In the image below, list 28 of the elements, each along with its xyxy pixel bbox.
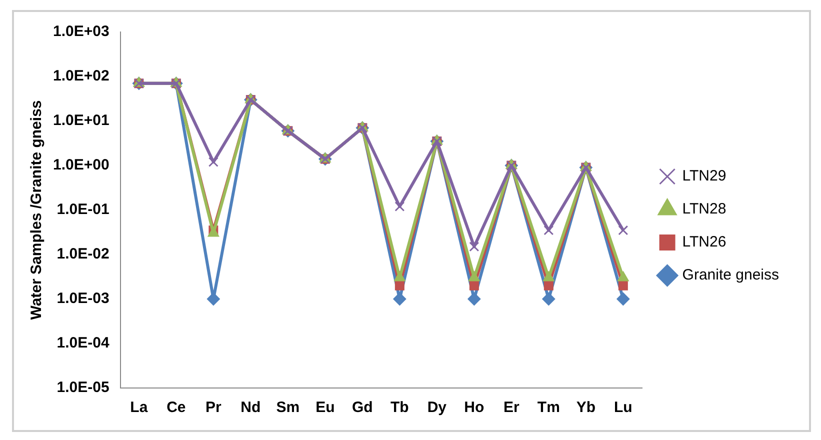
x-tick-label: Sm [276, 399, 300, 416]
x-tick-label: Gd [352, 399, 373, 416]
y-tick-label: 1.0E-02 [56, 246, 110, 263]
x-tick-label: Yb [576, 399, 596, 416]
x-tick-label: Eu [316, 399, 335, 416]
x-tick-label: Ce [166, 399, 186, 416]
legend-label: LTN29 [682, 168, 726, 185]
y-tick-label: 1.0E+03 [52, 23, 110, 40]
x-tick-label: Er [503, 399, 520, 416]
legend-label: LTN28 [682, 200, 726, 218]
legend-label: Granite gneiss [682, 266, 779, 284]
x-tick-label: Ho [464, 399, 484, 416]
y-tick-label: 1.0E+02 [52, 68, 110, 85]
x-tick-label: La [130, 399, 148, 416]
x-tick-label: Dy [427, 399, 448, 416]
y-tick-label: 1.0E+00 [52, 156, 110, 174]
y-tick-label: 1.0E-03 [56, 290, 110, 308]
x-tick-label: Tm [537, 399, 560, 416]
y-axis-title: Water Samples /Granite gneiss [28, 100, 46, 320]
x-tick-label: Nd [240, 399, 261, 416]
y-tick-label: 1.0E-05 [56, 379, 110, 396]
y-tick-label: 1.0E+01 [52, 112, 110, 130]
legend-label: LTN26 [682, 234, 726, 251]
y-tick-label: 1.0E-04 [56, 334, 110, 352]
x-tick-label: Lu [614, 399, 632, 416]
y-tick-label: 1.0E-01 [56, 201, 110, 218]
x-tick-label: Pr [206, 399, 222, 416]
x-tick-label: Tb [390, 399, 409, 416]
